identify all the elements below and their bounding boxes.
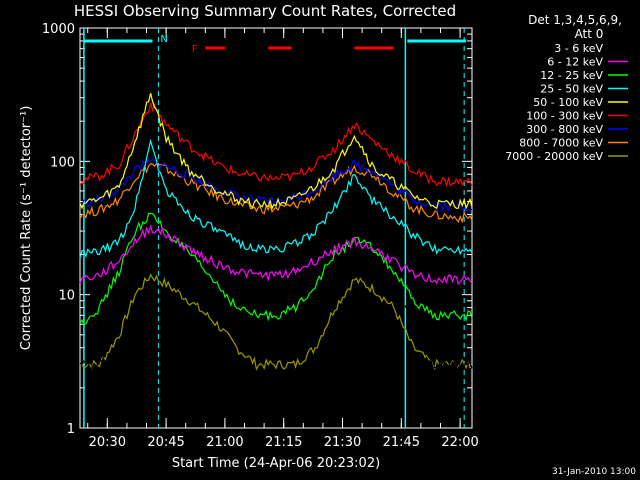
y-axis: 1 10 100 1000 <box>42 22 472 437</box>
legend-item-label: 300 - 800 keV <box>526 123 603 136</box>
y-axis-label: Corrected Count Rate (s⁻¹ detector⁻¹) <box>19 106 34 351</box>
series-group <box>79 93 473 372</box>
legend-item-label: 800 - 7000 keV <box>519 137 603 150</box>
footer-timestamp: 31-Jan-2010 13:00 <box>552 467 636 477</box>
x-tick-label: 20:30 <box>89 435 126 450</box>
legend-header-line1: Det 1,3,4,5,6,9, <box>528 13 622 27</box>
series-line-12to25kev <box>79 212 473 325</box>
chart-title: HESSI Observing Summary Count Rates, Cor… <box>74 2 456 20</box>
x-tick-label: 21:45 <box>383 435 420 450</box>
legend-header-line2: Att 0 <box>575 27 604 41</box>
x-tick-label: 20:45 <box>147 435 184 450</box>
x-axis-label: Start Time (24-Apr-06 20:23:02) <box>172 456 380 471</box>
night-flag-label: N <box>160 34 167 45</box>
x-tick-label: 21:30 <box>324 435 361 450</box>
legend-item-label: 3 - 6 keV <box>554 42 603 55</box>
flare-flag-label: F <box>192 44 198 55</box>
series-line-7000to20000kev <box>79 273 473 371</box>
legend-item-label: 100 - 300 keV <box>526 110 603 123</box>
legend-item-label: 6 - 12 keV <box>547 56 603 69</box>
series-line-300to800kev <box>79 158 473 213</box>
series-line-25to50kev <box>79 138 473 259</box>
series-line-50to100kev <box>79 93 473 210</box>
x-tick-label: 21:15 <box>265 435 302 450</box>
y-tick-label: 100 <box>50 155 75 170</box>
x-axis: 20:30 20:45 21:00 21:15 21:30 21:45 22:00 <box>87 28 479 450</box>
x-tick-label: 21:00 <box>206 435 243 450</box>
series-line-6to12kev <box>79 224 473 285</box>
plot-area <box>79 27 473 429</box>
legend-item-label: 25 - 50 keV <box>540 83 603 96</box>
series-line-800to7000kev <box>79 163 473 224</box>
legend-item-label: 7000 - 20000 keV <box>505 150 603 163</box>
y-tick-label: 10 <box>58 289 75 304</box>
series-line-3to6kev <box>79 241 473 372</box>
legend-item-label: 12 - 25 keV <box>540 69 603 82</box>
legend-item-label: 50 - 100 keV <box>533 96 603 109</box>
x-tick-label: 22:00 <box>441 435 478 450</box>
y-tick-label: 1 <box>67 422 75 437</box>
overlays: NF <box>83 28 467 428</box>
series-line-100to300kev <box>79 102 473 188</box>
y-tick-label: 1000 <box>42 22 75 37</box>
